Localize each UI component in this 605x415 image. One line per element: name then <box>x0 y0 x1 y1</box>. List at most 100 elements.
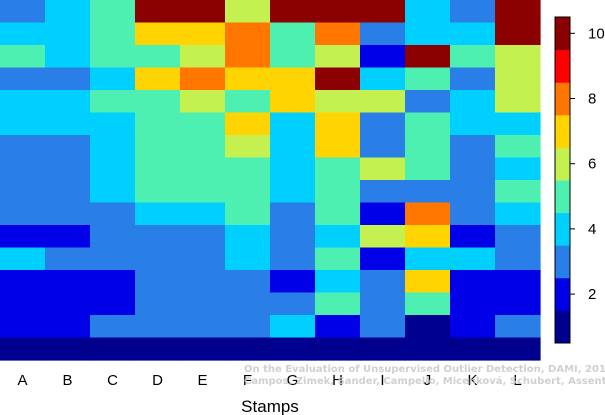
heatmap-cell-i-8 <box>360 157 406 181</box>
heatmap-cell-c-3 <box>90 45 136 69</box>
heatmap-cell-c-2 <box>90 22 136 46</box>
heatmap-cell-k-1 <box>450 0 496 24</box>
heatmap-cell-g-15 <box>270 315 316 339</box>
heatmap-cell-h-15 <box>315 315 361 339</box>
heatmap-cell-h-3 <box>315 45 361 69</box>
heatmap-cell-j-6 <box>405 112 451 136</box>
heatmap-cell-c-14 <box>90 292 136 316</box>
heatmap-cell-b-14 <box>45 292 91 316</box>
heatmap-cell-c-6 <box>90 112 136 136</box>
heatmap-cell-e-11 <box>180 225 226 249</box>
heatmap-cell-k-6 <box>450 112 496 136</box>
colorbar-segment-1 <box>555 310 570 344</box>
heatmap-cell-d-15 <box>135 315 181 339</box>
heatmap-cell-f-2 <box>225 22 271 46</box>
heatmap-cell-e-16 <box>180 337 226 361</box>
heatmap-cell-k-4 <box>450 67 496 91</box>
heatmap-cell-k-5 <box>450 90 496 114</box>
heatmap-cell-c-13 <box>90 270 136 294</box>
heatmap-cell-e-8 <box>180 157 226 181</box>
heatmap-cell-i-9 <box>360 180 406 204</box>
heatmap-cell-e-12 <box>180 247 226 271</box>
colorbar-segment-4 <box>555 212 570 246</box>
x-tick-label-b: B <box>62 372 72 389</box>
colorbar-segment-7 <box>555 114 570 148</box>
heatmap-cell-k-11 <box>450 225 496 249</box>
heatmap-cell-g-9 <box>270 180 316 204</box>
heatmap-cell-h-6 <box>315 112 361 136</box>
x-tick-label-i: I <box>380 372 384 389</box>
heatmap-cell-f-11 <box>225 225 271 249</box>
heatmap-cell-j-13 <box>405 270 451 294</box>
x-tick-labels: A B C D E F G H I J K L <box>17 372 521 389</box>
x-tick-label-l: L <box>513 372 521 389</box>
heatmap-cell-h-14 <box>315 292 361 316</box>
heatmap-cell-c-12 <box>90 247 136 271</box>
heatmap-cell-a-8 <box>0 157 46 181</box>
heatmap-cell-k-12 <box>450 247 496 271</box>
heatmap-cell-a-11 <box>0 225 46 249</box>
heatmap-cell-f-3 <box>225 45 271 69</box>
heatmap-cell-i-14 <box>360 292 406 316</box>
heatmap-cell-d-8 <box>135 157 181 181</box>
heatmap-cell-g-7 <box>270 135 316 159</box>
heatmap-cell-a-3 <box>0 45 46 69</box>
heatmap-cell-e-3 <box>180 45 226 69</box>
heatmap-cell-i-4 <box>360 67 406 91</box>
heatmap-cell-j-8 <box>405 157 451 181</box>
heatmap-cell-f-1 <box>225 0 271 24</box>
heatmap-cell-b-8 <box>45 157 91 181</box>
heatmap-cell-i-3 <box>360 45 406 69</box>
heatmap-cell-d-14 <box>135 292 181 316</box>
heatmap-cell-g-12 <box>270 247 316 271</box>
heatmap-cell-b-13 <box>45 270 91 294</box>
heatmap-cell-a-5 <box>0 90 46 114</box>
heatmap-cell-g-4 <box>270 67 316 91</box>
heatmap-cell-k-9 <box>450 180 496 204</box>
x-tick-label-a: A <box>17 372 27 389</box>
heatmap-cell-d-11 <box>135 225 181 249</box>
heatmap-cell-i-5 <box>360 90 406 114</box>
heatmap-cell-c-10 <box>90 202 136 226</box>
heatmap-cell-k-14 <box>450 292 496 316</box>
heatmap-cell-l-8 <box>495 157 541 181</box>
heatmap-cell-d-4 <box>135 67 181 91</box>
heatmap-cell-h-9 <box>315 180 361 204</box>
heatmap-cell-a-7 <box>0 135 46 159</box>
x-tick-label-h: H <box>332 372 343 389</box>
heatmap-cell-l-2 <box>495 22 541 46</box>
heatmap-cell-d-16 <box>135 337 181 361</box>
heatmap-cell-e-15 <box>180 315 226 339</box>
heatmap-cell-a-15 <box>0 315 46 339</box>
colorbar-segment-2 <box>555 277 570 311</box>
heatmap-cell-h-4 <box>315 67 361 91</box>
heatmap-cell-l-5 <box>495 90 541 114</box>
heatmap-cell-f-7 <box>225 135 271 159</box>
heatmap-cell-e-7 <box>180 135 226 159</box>
x-tick-label-c: C <box>107 372 118 389</box>
heatmap-cell-b-4 <box>45 67 91 91</box>
heatmap-cell-h-5 <box>315 90 361 114</box>
heatmap-cell-c-1 <box>90 0 136 24</box>
heatmap-cell-c-9 <box>90 180 136 204</box>
heatmap-cell-i-12 <box>360 247 406 271</box>
heatmap-cell-d-7 <box>135 135 181 159</box>
heatmap-cell-k-16 <box>450 337 496 361</box>
heatmap-cell-k-2 <box>450 22 496 46</box>
heatmap-cell-d-13 <box>135 270 181 294</box>
heatmap-cell-j-12 <box>405 247 451 271</box>
heatmap-cell-e-4 <box>180 67 226 91</box>
watermark-line-2: Campos, Zimek, Sander, Campello, Micenko… <box>244 375 605 387</box>
heatmap-cell-j-5 <box>405 90 451 114</box>
heatmap-cell-a-2 <box>0 22 46 46</box>
heatmap-cell-f-6 <box>225 112 271 136</box>
colorbar: 2 4 6 8 10 <box>554 16 605 344</box>
heatmap-cell-i-6 <box>360 112 406 136</box>
x-tick-label-g: G <box>287 372 299 389</box>
heatmap-cell-i-16 <box>360 337 406 361</box>
colorbar-label-8: 8 <box>588 91 596 108</box>
heatmap-cell-a-6 <box>0 112 46 136</box>
colorbar-label-4: 4 <box>588 221 596 238</box>
heatmap-cell-g-13 <box>270 270 316 294</box>
